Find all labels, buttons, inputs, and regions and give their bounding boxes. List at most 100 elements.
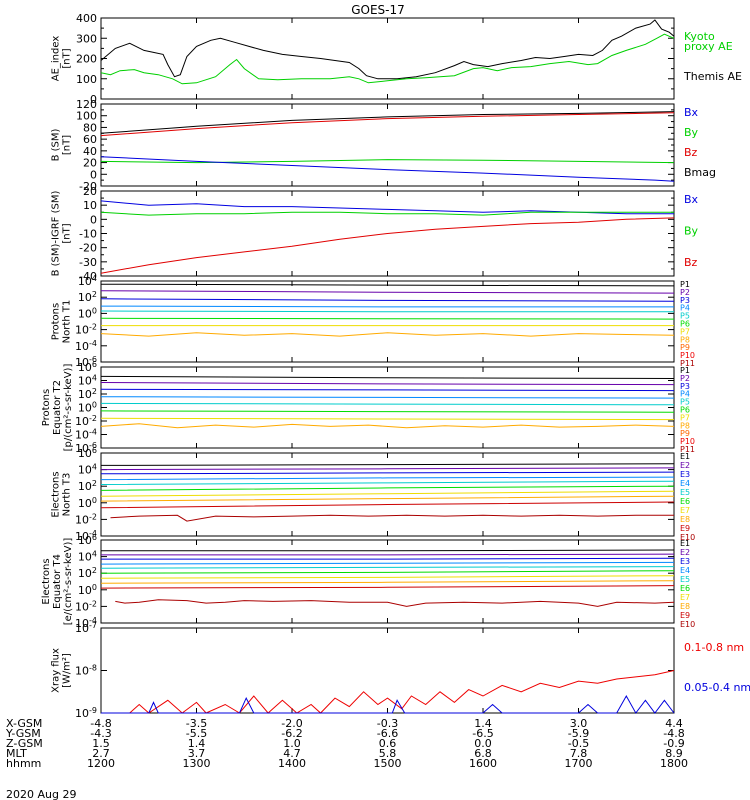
series-e10 xyxy=(115,599,675,607)
orbit-value: -6.2 xyxy=(281,727,302,740)
y-axis-label: [nT] xyxy=(62,48,73,68)
y-tick-label: 100 xyxy=(78,496,97,510)
y-tick-label: 100 xyxy=(78,401,97,415)
orbit-row-label: hhmm xyxy=(6,757,41,770)
series-e5 xyxy=(100,566,675,569)
y-axis-label: [p/(cm²-s-sr-keV)] xyxy=(63,364,74,452)
series-e6 xyxy=(100,485,675,491)
series-e3 xyxy=(101,557,675,560)
orbit-value: 3.7 xyxy=(188,747,206,760)
panel-frame xyxy=(100,366,675,449)
legend-label: Kyoto xyxy=(684,30,715,43)
y-tick-label: -10 xyxy=(79,228,97,241)
series-bz xyxy=(100,112,675,137)
y-tick-label: -40 xyxy=(79,270,97,283)
y-tick-label: 10 xyxy=(83,199,97,212)
y-tick-label: 104 xyxy=(78,550,97,564)
orbit-row-label: Z-GSM xyxy=(6,737,43,750)
y-axis-label: Electrons xyxy=(51,471,62,517)
y-tick-label: 104 xyxy=(78,463,97,477)
series-by xyxy=(100,159,675,164)
orbit-value: 5.8 xyxy=(379,747,397,760)
orbit-value: 1600 xyxy=(469,757,497,770)
orbit-value: 2.7 xyxy=(92,747,110,760)
series-e7 xyxy=(100,575,675,579)
legend-label: E6 xyxy=(680,497,690,506)
y-tick-label: 100 xyxy=(78,583,97,597)
y-tick-label: 10-7 xyxy=(75,621,97,635)
legend-label: P9 xyxy=(680,343,690,352)
series-bz xyxy=(100,217,675,274)
series-p5 xyxy=(100,402,675,406)
orbit-row-label: MLT xyxy=(6,747,27,760)
y-tick-label: 80 xyxy=(83,121,97,134)
orbit-value: 0.6 xyxy=(379,737,397,750)
y-tick-label: 60 xyxy=(83,133,97,146)
legend-label: P7 xyxy=(680,327,690,336)
series-p4 xyxy=(100,396,675,399)
y-axis-label: Equator T2 xyxy=(52,380,63,435)
orbit-value: -4.8 xyxy=(90,717,111,730)
legend-label: P11 xyxy=(680,359,695,368)
y-axis-label: B (SM)-IGRF (SM) xyxy=(51,191,62,277)
orbit-value: 1300 xyxy=(183,757,211,770)
orbit-value: 1.4 xyxy=(188,737,206,750)
legend-label: E3 xyxy=(680,557,690,566)
series-p1 xyxy=(100,283,675,287)
series-e8 xyxy=(100,580,675,584)
y-tick-label: 120 xyxy=(76,98,97,111)
legend-label: E7 xyxy=(680,593,690,602)
legend-label: P7 xyxy=(680,413,690,422)
legend-label: E7 xyxy=(680,506,690,515)
y-axis-label: [nT] xyxy=(62,135,73,155)
legend-label: By xyxy=(684,225,699,238)
series-e1 xyxy=(100,463,675,466)
series-p7 xyxy=(100,417,675,421)
y-tick-label: 20 xyxy=(83,185,97,198)
y-tick-label: 100 xyxy=(76,73,97,86)
legend-label: E9 xyxy=(680,611,690,620)
series-e4 xyxy=(100,561,675,565)
y-axis-label: AE_index xyxy=(51,36,62,82)
orbit-value: -6.5 xyxy=(472,727,493,740)
legend-label: E4 xyxy=(680,566,690,575)
y-tick-label: 102 xyxy=(78,566,97,580)
orbit-value: 6.8 xyxy=(474,747,492,760)
orbit-row-label: Y-GSM xyxy=(5,727,41,740)
series-e2 xyxy=(101,553,675,556)
orbit-value: 1200 xyxy=(87,757,115,770)
series-bx xyxy=(100,200,674,215)
series-by xyxy=(100,211,674,216)
legend-label: P9 xyxy=(680,429,690,438)
legend-label: 0.1-0.8 nm xyxy=(684,641,744,654)
y-tick-label: 106 xyxy=(78,533,97,547)
series-bmag xyxy=(100,111,675,134)
orbit-value: 1.5 xyxy=(92,737,110,750)
legend-label: P2 xyxy=(680,288,690,297)
orbit-value: -2.0 xyxy=(281,717,302,730)
legend-label: P2 xyxy=(680,374,690,383)
y-tick-label: 106 xyxy=(78,360,97,374)
y-tick-label: 10-2 xyxy=(75,414,97,428)
y-tick-label: 0 xyxy=(90,168,97,181)
series-e9 xyxy=(100,501,675,509)
legend-label: E6 xyxy=(680,584,690,593)
legend-label: P8 xyxy=(680,335,690,344)
orbit-value: -5.5 xyxy=(186,727,207,740)
y-tick-label: 102 xyxy=(78,290,97,304)
legend-label: E8 xyxy=(680,515,690,524)
y-tick-label: 106 xyxy=(78,446,97,460)
series-e2 xyxy=(100,467,675,471)
legend-label: E1 xyxy=(680,452,690,461)
legend-label: Bx xyxy=(684,106,699,119)
legend-label: P3 xyxy=(680,382,690,391)
legend-label: P4 xyxy=(680,304,690,313)
y-tick-label: 40 xyxy=(83,145,97,158)
y-tick-label: 104 xyxy=(78,274,97,288)
